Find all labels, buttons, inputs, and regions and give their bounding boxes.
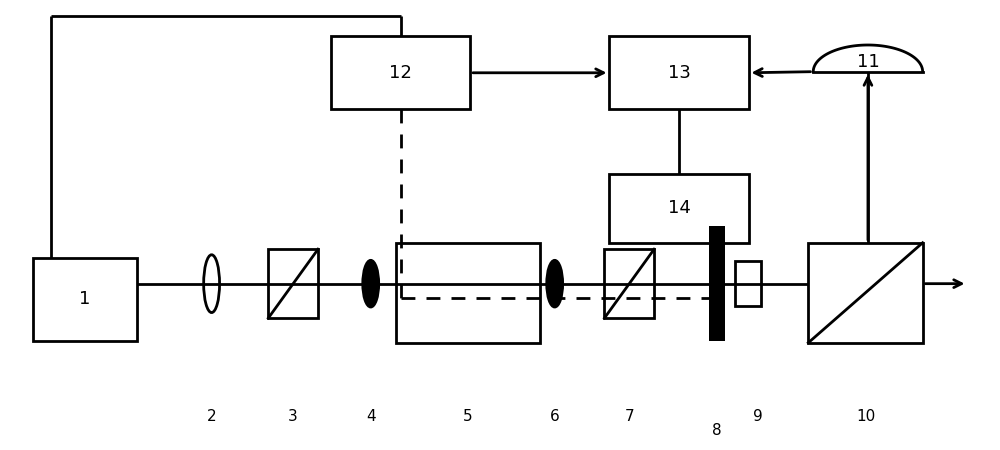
- Ellipse shape: [363, 261, 379, 307]
- Text: 7: 7: [624, 410, 634, 424]
- FancyBboxPatch shape: [609, 174, 749, 243]
- Text: 10: 10: [856, 410, 875, 424]
- Ellipse shape: [204, 255, 220, 313]
- FancyBboxPatch shape: [609, 36, 749, 109]
- FancyBboxPatch shape: [331, 36, 470, 109]
- FancyBboxPatch shape: [808, 243, 923, 343]
- Text: 9: 9: [753, 410, 762, 424]
- FancyBboxPatch shape: [268, 249, 318, 318]
- Text: 11: 11: [857, 53, 879, 71]
- FancyBboxPatch shape: [735, 261, 761, 306]
- Text: 4: 4: [366, 410, 376, 424]
- Text: 6: 6: [550, 410, 560, 424]
- Text: 12: 12: [389, 64, 412, 82]
- Text: 14: 14: [668, 199, 690, 217]
- FancyBboxPatch shape: [604, 249, 654, 318]
- Text: 13: 13: [668, 64, 690, 82]
- Text: 8: 8: [712, 423, 722, 438]
- Text: 5: 5: [463, 410, 472, 424]
- Text: 2: 2: [207, 410, 216, 424]
- FancyBboxPatch shape: [709, 226, 725, 342]
- Text: 1: 1: [79, 290, 91, 308]
- FancyBboxPatch shape: [396, 243, 540, 343]
- Text: 3: 3: [288, 410, 298, 424]
- FancyBboxPatch shape: [33, 258, 137, 341]
- Ellipse shape: [547, 261, 563, 307]
